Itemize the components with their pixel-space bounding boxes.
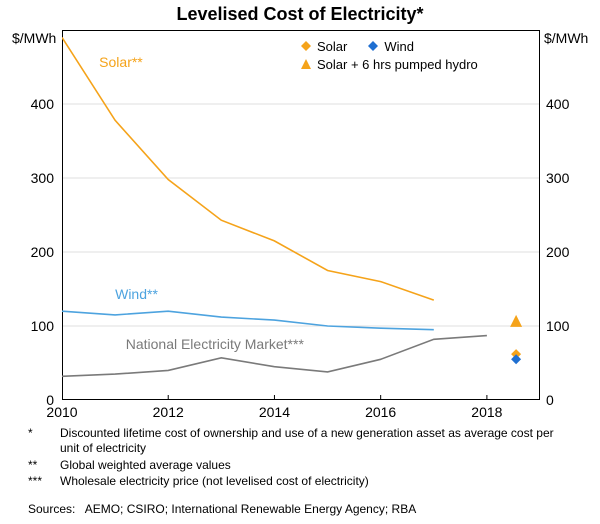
x-tick: 2010 <box>37 404 87 420</box>
legend-item: Wind <box>367 39 414 54</box>
footnote-marker: *** <box>28 474 60 489</box>
y-tick-left: 100 <box>0 318 54 334</box>
footnote: **Global weighted average values <box>28 458 570 473</box>
sources-label: Sources: <box>28 502 75 516</box>
chart-title: Levelised Cost of Electricity* <box>0 4 600 25</box>
y-tick-left: 400 <box>0 96 54 112</box>
y-tick-left: 300 <box>0 170 54 186</box>
footnote-marker: ** <box>28 458 60 473</box>
legend-label: Wind <box>384 39 414 54</box>
footnote-marker: * <box>28 426 60 441</box>
x-tick: 2018 <box>462 404 512 420</box>
y-tick-right: 100 <box>546 318 569 334</box>
footnote: *Discounted lifetime cost of ownership a… <box>28 426 570 456</box>
x-tick: 2016 <box>356 404 406 420</box>
y-axis-label-left: $/MWh <box>12 30 56 46</box>
legend-label: Solar + 6 hrs pumped hydro <box>317 57 478 72</box>
legend-item: Solar <box>300 39 347 54</box>
sources-text: AEMO; CSIRO; International Renewable Ene… <box>85 502 417 516</box>
y-tick-left: 200 <box>0 244 54 260</box>
y-tick-right: 200 <box>546 244 569 260</box>
y-tick-right: 400 <box>546 96 569 112</box>
footnote-text: Wholesale electricity price (not levelis… <box>60 474 570 489</box>
series-label: Solar** <box>99 54 143 70</box>
legend-item: Solar + 6 hrs pumped hydro <box>300 57 478 72</box>
footnote: ***Wholesale electricity price (not leve… <box>28 474 570 489</box>
footnote-text: Global weighted average values <box>60 458 570 473</box>
footnote-text: Discounted lifetime cost of ownership an… <box>60 426 570 456</box>
x-tick: 2014 <box>249 404 299 420</box>
legend-label: Solar <box>317 39 347 54</box>
series-label: National Electricity Market*** <box>126 336 304 352</box>
y-tick-right: 0 <box>546 392 554 408</box>
x-tick: 2012 <box>143 404 193 420</box>
chart-container: Levelised Cost of Electricity* $/MWh $/M… <box>0 0 600 524</box>
y-tick-right: 300 <box>546 170 569 186</box>
legend: Solar Wind Solar + 6 hrs pumped hydro <box>300 37 492 73</box>
y-axis-label-right: $/MWh <box>544 30 588 46</box>
sources-line: Sources: AEMO; CSIRO; International Rene… <box>28 502 416 516</box>
series-label: Wind** <box>115 286 158 302</box>
